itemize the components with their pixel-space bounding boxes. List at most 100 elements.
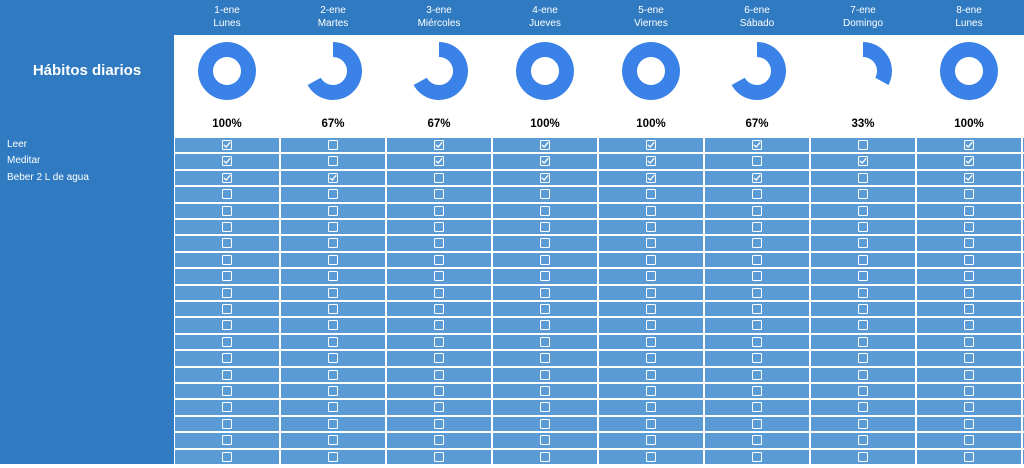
habit-checkbox[interactable]: [222, 451, 232, 462]
habit-checkbox[interactable]: [328, 369, 338, 380]
habit-checkbox[interactable]: [858, 238, 868, 249]
habit-checkbox[interactable]: [646, 189, 656, 200]
habit-checkbox-checked[interactable]: [434, 140, 444, 150]
habit-checkbox[interactable]: [328, 451, 338, 462]
habit-checkbox[interactable]: [858, 140, 868, 150]
habit-checkbox[interactable]: [434, 172, 444, 183]
habit-checkbox[interactable]: [858, 369, 868, 380]
habit-checkbox[interactable]: [752, 222, 762, 232]
habit-checkbox[interactable]: [646, 271, 656, 282]
habit-checkbox[interactable]: [858, 222, 868, 232]
habit-checkbox-checked[interactable]: [964, 156, 974, 167]
habit-checkbox[interactable]: [540, 254, 550, 265]
habit-checkbox[interactable]: [964, 222, 974, 232]
habit-checkbox[interactable]: [328, 336, 338, 347]
habit-checkbox[interactable]: [328, 304, 338, 314]
habit-checkbox[interactable]: [328, 140, 338, 150]
habit-checkbox[interactable]: [858, 172, 868, 183]
habit-checkbox[interactable]: [964, 336, 974, 347]
habit-checkbox[interactable]: [858, 189, 868, 200]
habit-checkbox[interactable]: [964, 320, 974, 331]
habit-checkbox[interactable]: [222, 189, 232, 200]
habit-checkbox-checked[interactable]: [222, 156, 232, 167]
habit-checkbox[interactable]: [328, 254, 338, 265]
habit-checkbox[interactable]: [964, 287, 974, 298]
habit-checkbox-checked[interactable]: [646, 172, 656, 183]
habit-checkbox[interactable]: [434, 402, 444, 413]
habit-checkbox[interactable]: [328, 418, 338, 429]
habit-checkbox[interactable]: [964, 304, 974, 314]
habit-checkbox[interactable]: [752, 287, 762, 298]
habit-checkbox[interactable]: [328, 271, 338, 282]
habit-checkbox[interactable]: [540, 451, 550, 462]
habit-checkbox[interactable]: [540, 238, 550, 249]
habit-checkbox[interactable]: [434, 386, 444, 396]
habit-checkbox[interactable]: [646, 304, 656, 314]
habit-checkbox[interactable]: [222, 271, 232, 282]
habit-checkbox[interactable]: [222, 353, 232, 364]
habit-checkbox[interactable]: [222, 304, 232, 314]
habit-checkbox-checked[interactable]: [540, 156, 550, 167]
habit-checkbox[interactable]: [858, 287, 868, 298]
habit-checkbox[interactable]: [752, 189, 762, 200]
habit-checkbox[interactable]: [646, 222, 656, 232]
habit-checkbox[interactable]: [646, 353, 656, 364]
habit-checkbox[interactable]: [540, 205, 550, 216]
habit-checkbox[interactable]: [222, 238, 232, 249]
habit-checkbox[interactable]: [434, 287, 444, 298]
habit-checkbox[interactable]: [434, 222, 444, 232]
habit-checkbox[interactable]: [858, 402, 868, 413]
habit-checkbox[interactable]: [540, 402, 550, 413]
habit-checkbox[interactable]: [858, 336, 868, 347]
habit-checkbox[interactable]: [540, 222, 550, 232]
habit-checkbox-checked[interactable]: [222, 172, 232, 183]
habit-checkbox-checked[interactable]: [328, 172, 338, 183]
habit-checkbox[interactable]: [752, 205, 762, 216]
habit-checkbox[interactable]: [434, 435, 444, 446]
habit-checkbox[interactable]: [646, 369, 656, 380]
habit-checkbox-checked[interactable]: [646, 156, 656, 167]
habit-checkbox[interactable]: [222, 402, 232, 413]
habit-checkbox[interactable]: [328, 238, 338, 249]
habit-checkbox[interactable]: [646, 320, 656, 331]
habit-checkbox[interactable]: [858, 435, 868, 446]
habit-checkbox[interactable]: [646, 418, 656, 429]
habit-checkbox[interactable]: [646, 336, 656, 347]
habit-checkbox[interactable]: [222, 369, 232, 380]
habit-checkbox[interactable]: [858, 320, 868, 331]
habit-checkbox[interactable]: [434, 304, 444, 314]
habit-checkbox[interactable]: [540, 435, 550, 446]
habit-checkbox[interactable]: [328, 287, 338, 298]
habit-checkbox[interactable]: [964, 451, 974, 462]
habit-checkbox[interactable]: [858, 386, 868, 396]
habit-checkbox[interactable]: [222, 254, 232, 265]
habit-checkbox[interactable]: [752, 435, 762, 446]
habit-checkbox[interactable]: [540, 418, 550, 429]
habit-checkbox[interactable]: [964, 353, 974, 364]
habit-checkbox[interactable]: [964, 271, 974, 282]
habit-checkbox[interactable]: [752, 369, 762, 380]
habit-checkbox[interactable]: [540, 336, 550, 347]
habit-checkbox-checked[interactable]: [858, 156, 868, 167]
habit-checkbox-checked[interactable]: [964, 140, 974, 150]
habit-checkbox[interactable]: [752, 304, 762, 314]
habit-checkbox[interactable]: [434, 205, 444, 216]
habit-checkbox[interactable]: [752, 402, 762, 413]
habit-checkbox-checked[interactable]: [222, 140, 232, 150]
habit-checkbox[interactable]: [328, 435, 338, 446]
habit-checkbox[interactable]: [646, 238, 656, 249]
habit-checkbox[interactable]: [646, 402, 656, 413]
habit-checkbox-checked[interactable]: [964, 172, 974, 183]
habit-checkbox[interactable]: [434, 418, 444, 429]
habit-checkbox[interactable]: [858, 254, 868, 265]
habit-checkbox[interactable]: [752, 320, 762, 331]
habit-checkbox[interactable]: [434, 189, 444, 200]
habit-checkbox[interactable]: [752, 156, 762, 167]
habit-checkbox[interactable]: [646, 287, 656, 298]
habit-checkbox[interactable]: [222, 320, 232, 331]
habit-checkbox[interactable]: [328, 353, 338, 364]
habit-checkbox[interactable]: [646, 451, 656, 462]
habit-checkbox[interactable]: [752, 254, 762, 265]
habit-checkbox-checked[interactable]: [752, 140, 762, 150]
habit-checkbox[interactable]: [328, 156, 338, 167]
